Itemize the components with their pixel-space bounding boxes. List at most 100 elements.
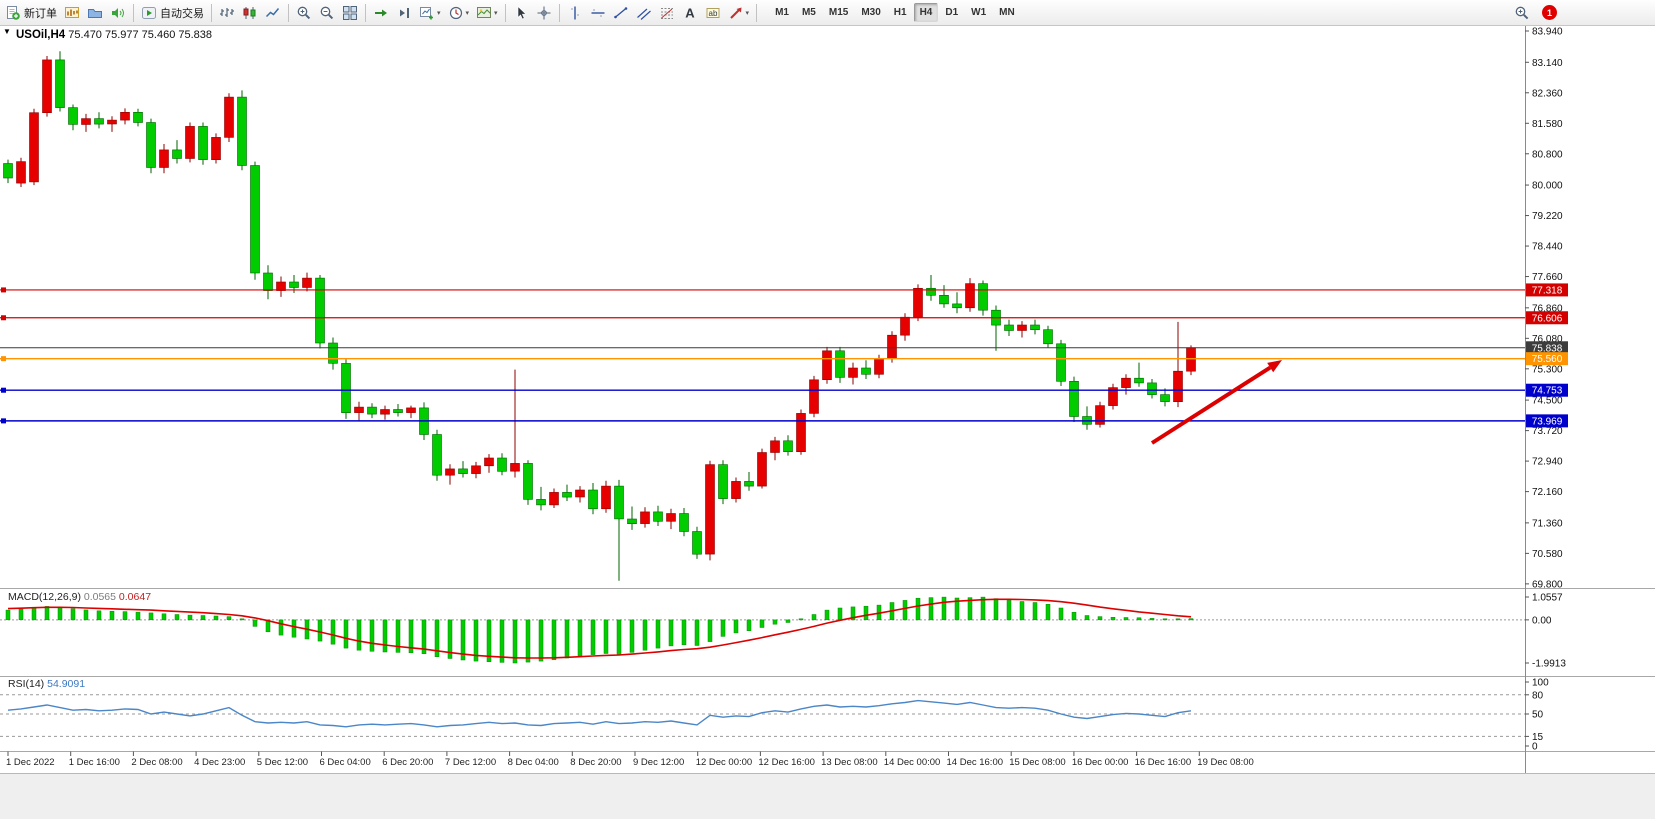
resistance-line-2[interactable]: 76.606: [0, 311, 1568, 325]
svg-text:75.560: 75.560: [1532, 354, 1563, 365]
svg-text:A: A: [685, 5, 695, 20]
templates-button[interactable]: ▾: [473, 2, 501, 23]
candlestick-chart-type-button[interactable]: [239, 2, 261, 23]
timeframe-toolbar: M1 M5 M15 M30 H1 H4 D1 W1 MN: [769, 3, 1021, 22]
tile-windows-icon: [342, 5, 358, 21]
svg-text:74.500: 74.500: [1532, 396, 1563, 407]
timeframe-button-M30[interactable]: M30: [861, 7, 881, 18]
sounds-icon: [110, 5, 126, 21]
notification-badge[interactable]: 1: [1542, 5, 1557, 20]
line-chart-type-button[interactable]: [262, 2, 284, 23]
svg-text:80: 80: [1532, 690, 1544, 701]
pivot-line[interactable]: 75.560: [0, 352, 1568, 366]
svg-text:14 Dec 16:00: 14 Dec 16:00: [947, 757, 1004, 768]
svg-text:12 Dec 16:00: 12 Dec 16:00: [758, 757, 815, 768]
svg-text:9 Dec 12:00: 9 Dec 12:00: [633, 757, 684, 768]
search-button[interactable]: [1511, 2, 1533, 23]
autotrading-button[interactable]: 自动交易: [138, 2, 207, 23]
auto-scroll-button[interactable]: [370, 2, 392, 23]
cursor-tool-button[interactable]: [510, 2, 532, 23]
crosshair-icon: [536, 5, 552, 21]
trend-arrow[interactable]: [1150, 360, 1282, 445]
new-order-button[interactable]: 新订单: [2, 2, 60, 23]
new-chart-button[interactable]: ▾: [416, 2, 444, 23]
search-icon: [1514, 5, 1530, 21]
chart-canvas[interactable]: 83.940 83.140 82.360 81.580 80.800 80.000 79.2…: [0, 26, 1655, 819]
svg-text:4 Dec 23:00: 4 Dec 23:00: [194, 757, 245, 768]
candles-type-icon: [242, 5, 258, 21]
profiles-button[interactable]: [84, 2, 106, 23]
svg-text:76.606: 76.606: [1532, 313, 1563, 324]
pivot-line-price-tag: [1526, 352, 1568, 366]
arrows-tool-button[interactable]: ▾: [725, 2, 753, 23]
horizontal-line-tool-button[interactable]: [587, 2, 609, 23]
svg-text:71.360: 71.360: [1532, 518, 1563, 529]
svg-text:77.318: 77.318: [1532, 285, 1563, 296]
channel-tool-button[interactable]: [633, 2, 655, 23]
resistance-line-2-price-tag: [1526, 311, 1568, 325]
svg-text:1 Dec 16:00: 1 Dec 16:00: [69, 757, 120, 768]
trendline-tool-button[interactable]: [610, 2, 632, 23]
support-line-2[interactable]: 73.969: [0, 414, 1568, 428]
text-tool-button[interactable]: A: [679, 2, 701, 23]
dropdown-caret-icon: ▾: [745, 9, 750, 17]
vline-icon: [567, 5, 583, 21]
price-axis[interactable]: 83.940 83.140 82.360 81.580 80.800 80.000 79.2…: [1525, 27, 1563, 591]
support-line-1[interactable]: 74.753: [0, 383, 1568, 397]
resistance-line-1[interactable]: 77.318: [0, 283, 1568, 297]
svg-text:76.080: 76.080: [1532, 334, 1563, 345]
line-type-icon: [265, 5, 281, 21]
svg-text:8 Dec 20:00: 8 Dec 20:00: [570, 757, 621, 768]
text-icon: A: [682, 5, 698, 21]
toolbar-separator: [504, 3, 506, 22]
bid-price-line[interactable]: 75.838: [0, 341, 1568, 355]
label-tool-button[interactable]: ab: [702, 2, 724, 23]
timeframe-button-H4[interactable]: H4: [913, 3, 939, 22]
timeframe-button-M15[interactable]: M15: [828, 7, 849, 18]
timeframe-button-D1[interactable]: D1: [945, 7, 959, 18]
svg-text:16 Dec 16:00: 16 Dec 16:00: [1135, 757, 1192, 768]
svg-text:69.800: 69.800: [1532, 579, 1563, 590]
window-bottom-strip: [0, 773, 1655, 819]
periods-button[interactable]: ▾: [445, 2, 473, 23]
fibonacci-tool-button[interactable]: [656, 2, 678, 23]
support-line-2-price-tag: [1526, 414, 1568, 428]
bar-chart-type-button[interactable]: [216, 2, 238, 23]
svg-text:8 Dec 04:00: 8 Dec 04:00: [508, 757, 559, 768]
zoom-out-button[interactable]: [316, 2, 338, 23]
timeframe-button-M1[interactable]: M1: [775, 7, 789, 18]
svg-text:80.800: 80.800: [1532, 149, 1563, 160]
svg-text:1 Dec 2022: 1 Dec 2022: [6, 757, 55, 768]
svg-text:7 Dec 12:00: 7 Dec 12:00: [445, 757, 496, 768]
dropdown-caret-icon: ▾: [437, 9, 441, 17]
svg-text:6 Dec 20:00: 6 Dec 20:00: [382, 757, 433, 768]
svg-text:100: 100: [1532, 678, 1549, 689]
chart-collapse-icon[interactable]: ▼: [3, 27, 11, 36]
timeframe-button-W1[interactable]: W1: [971, 7, 987, 18]
resistance-line-1-price-tag: [1526, 283, 1568, 297]
time-axis[interactable]: 1 Dec 2022 1 Dec 16:00 2 Dec 08:00 4 Dec 23…: [6, 751, 1254, 769]
svg-text:15 Dec 08:00: 15 Dec 08:00: [1009, 757, 1066, 768]
timeframe-button-MN[interactable]: MN: [999, 7, 1015, 18]
label-icon: ab: [705, 5, 721, 21]
trendline-icon: [613, 5, 629, 21]
macd-axis[interactable]: 1.0557 0.00 -1.9913: [1525, 593, 1566, 670]
channel-icon: [636, 5, 652, 21]
timeframe-button-H1[interactable]: H1: [893, 7, 907, 18]
charts-button[interactable]: [61, 2, 83, 23]
crosshair-tool-button[interactable]: [533, 2, 555, 23]
svg-text:ab: ab: [708, 8, 717, 17]
cursor-icon: [513, 5, 529, 21]
sounds-button[interactable]: [107, 2, 129, 23]
svg-text:81.580: 81.580: [1532, 119, 1563, 130]
timeframe-button-M5[interactable]: M5: [801, 7, 816, 18]
zoom-in-button[interactable]: [293, 2, 315, 23]
vertical-line-tool-button[interactable]: [564, 2, 586, 23]
svg-text:0: 0: [1532, 742, 1538, 753]
svg-text:75.300: 75.300: [1532, 364, 1563, 375]
chart-shift-button[interactable]: [393, 2, 415, 23]
chart-plot-area[interactable]: [0, 26, 1525, 587]
tile-windows-button[interactable]: [339, 2, 361, 23]
